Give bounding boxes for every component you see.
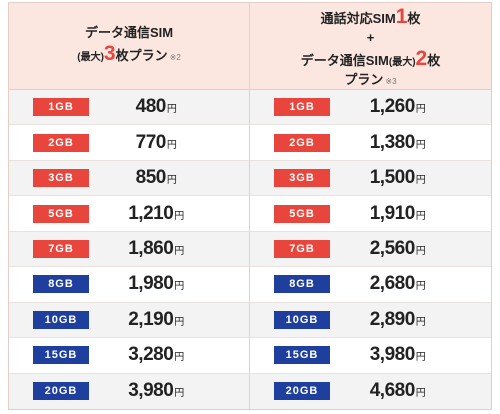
plan-badge: 8GB — [274, 275, 330, 294]
price-amount: 1,500 — [369, 167, 416, 189]
plan-badge: 1GB — [274, 98, 330, 117]
plan-badge: 5GB — [274, 204, 330, 223]
left-plan-row: 2GB 770円 — [9, 125, 250, 161]
plan-badge: 10GB — [33, 310, 89, 329]
price-value: 770円 — [89, 132, 249, 154]
left-plan-row: 7GB 1,860円 — [9, 231, 250, 268]
price-amount: 2,890 — [369, 308, 416, 330]
price-value: 1,500円 — [330, 167, 491, 189]
yen-unit: 円 — [174, 316, 184, 328]
plan-badge: 5GB — [33, 204, 89, 223]
right-plan-row: 20GB 4,680円 — [250, 373, 491, 409]
right-plan-row: 3GB 1,500円 — [250, 160, 491, 197]
yen-unit: 円 — [166, 175, 177, 187]
price-amount: 3,280 — [128, 344, 174, 366]
left-plan-row: 15GB 3,280円 — [9, 338, 250, 374]
plan-badge: 15GB — [274, 346, 330, 365]
yen-unit: 円 — [166, 104, 177, 116]
price-amount: 2,680 — [369, 273, 416, 295]
price-amount: 1,980 — [128, 273, 174, 295]
price-value: 1,260円 — [330, 96, 491, 118]
price-value: 2,190円 — [89, 309, 249, 331]
header-title: データ通信SIM — [84, 24, 174, 40]
plan-badge: 15GB — [33, 346, 89, 365]
price-value: 1,860円 — [89, 238, 249, 260]
right-plan-row: 2GB 1,380円 — [250, 125, 491, 161]
plan-badge: 2GB — [274, 133, 330, 152]
left-plan-row: 10GB 2,190円 — [9, 302, 250, 339]
right-plan-row: 15GB 3,980円 — [250, 338, 491, 374]
price-value: 2,890円 — [330, 309, 491, 331]
header-voice-data-sim-plan: 通話対応SIM1枚 + データ通信SIM(最大)2枚 プラン ※3 — [250, 3, 491, 90]
yen-unit: 円 — [174, 352, 184, 364]
price-value: 4,680円 — [330, 380, 491, 402]
yen-unit: 円 — [174, 281, 184, 293]
price-value: 1,380円 — [330, 132, 491, 154]
price-amount: 1,210 — [128, 202, 174, 224]
yen-unit: 円 — [415, 316, 426, 328]
header-subtitle: (最大)3枚プラン ※2 — [77, 42, 181, 65]
yen-unit: 円 — [415, 210, 426, 222]
yen-unit: 円 — [174, 245, 184, 257]
left-plan-row: 5GB 1,210円 — [9, 196, 250, 232]
header-line-plan: プラン ※3 — [344, 72, 397, 88]
right-plan-row: 8GB 2,680円 — [250, 267, 491, 303]
price-value: 3,980円 — [330, 344, 491, 366]
yen-unit: 円 — [166, 139, 177, 151]
price-amount: 480 — [135, 96, 167, 118]
price-amount: 3,980 — [128, 380, 174, 402]
plan-badge: 20GB — [33, 382, 89, 401]
left-plan-row: 20GB 3,980円 — [9, 373, 250, 409]
price-value: 2,560円 — [330, 238, 491, 260]
yen-unit: 円 — [415, 281, 426, 293]
plan-badge: 3GB — [274, 169, 330, 188]
price-amount: 850 — [135, 167, 167, 189]
right-plan-row: 7GB 2,560円 — [250, 231, 491, 268]
plan-badge: 7GB — [33, 239, 89, 258]
yen-unit: 円 — [174, 210, 184, 222]
price-value: 850円 — [89, 167, 249, 189]
yen-unit: 円 — [415, 388, 426, 400]
right-plan-row: 10GB 2,890円 — [250, 302, 491, 339]
price-amount: 1,910 — [369, 202, 416, 224]
price-amount: 3,980 — [369, 344, 416, 366]
price-amount: 2,560 — [369, 237, 416, 259]
plan-badge: 7GB — [274, 239, 330, 258]
left-plan-row: 3GB 850円 — [9, 160, 250, 197]
plan-badge: 10GB — [274, 310, 330, 329]
header-data-sim-plan: データ通信SIM (最大)3枚プラン ※2 — [9, 3, 250, 90]
price-value: 3,280円 — [89, 344, 249, 366]
plan-badge: 20GB — [274, 382, 330, 401]
plan-badge: 3GB — [33, 169, 89, 188]
price-table: データ通信SIM (最大)3枚プラン ※2 通話対応SIM1枚 + データ通信SI… — [8, 2, 492, 410]
price-amount: 1,860 — [128, 237, 174, 259]
price-amount: 1,380 — [369, 131, 416, 153]
price-value: 3,980円 — [89, 380, 249, 402]
header-line-voice: 通話対応SIM1枚 — [320, 4, 421, 28]
yen-unit: 円 — [415, 175, 426, 187]
price-value: 1,910円 — [330, 203, 491, 225]
yen-unit: 円 — [415, 104, 426, 116]
plan-badge: 1GB — [33, 98, 89, 117]
header-line-data: データ通信SIM(最大)2枚 — [300, 47, 441, 70]
price-amount: 1,260 — [369, 96, 416, 118]
right-plan-row: 1GB 1,260円 — [250, 90, 491, 126]
yen-unit: 円 — [415, 352, 426, 364]
price-value: 1,980円 — [89, 273, 249, 295]
price-value: 2,680円 — [330, 273, 491, 295]
price-value: 1,210円 — [89, 203, 249, 225]
price-value: 480円 — [89, 96, 249, 118]
yen-unit: 円 — [174, 388, 184, 400]
plan-badge: 8GB — [33, 275, 89, 294]
price-amount: 4,680 — [369, 380, 416, 402]
header-line-plus: + — [366, 29, 375, 45]
left-plan-row: 8GB 1,980円 — [9, 267, 250, 303]
yen-unit: 円 — [415, 139, 426, 151]
plan-badge: 2GB — [33, 133, 89, 152]
price-amount: 2,190 — [128, 308, 174, 330]
left-plan-row: 1GB 480円 — [9, 90, 250, 126]
yen-unit: 円 — [415, 245, 426, 257]
right-plan-row: 5GB 1,910円 — [250, 196, 491, 232]
price-amount: 770 — [135, 131, 167, 153]
